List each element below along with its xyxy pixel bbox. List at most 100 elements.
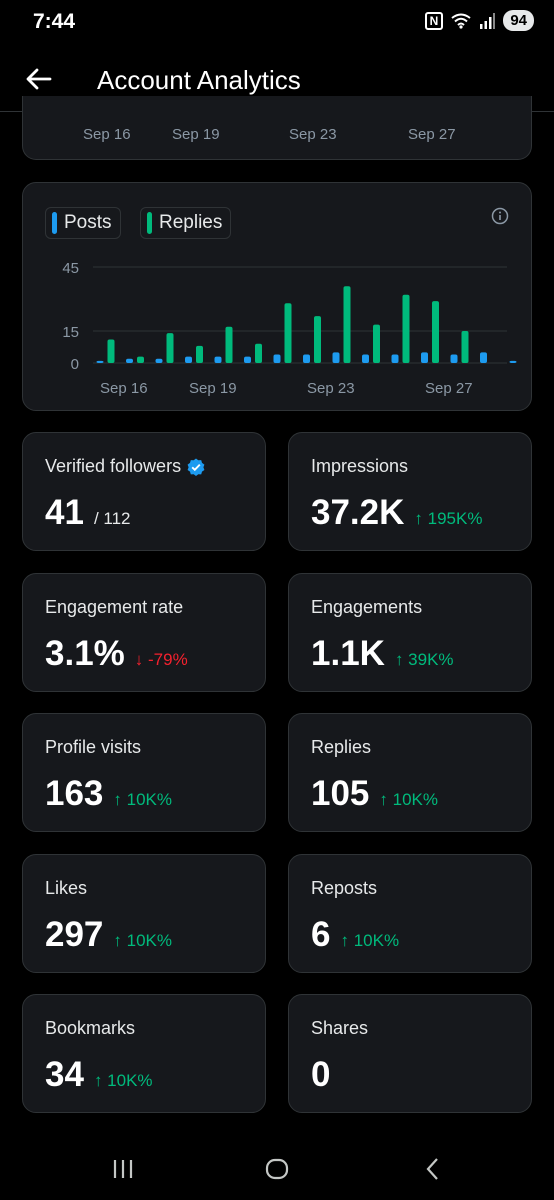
back-nav-icon[interactable] [420, 1156, 446, 1182]
stat-value-row: 6 ↑ 10K% [311, 915, 399, 955]
y-tick-label: 15 [62, 324, 79, 341]
stat-label-text: Engagements [311, 597, 423, 617]
stat-card[interactable]: Replies 105 ↑ 10K% [288, 713, 532, 832]
y-tick-label: 45 [62, 260, 79, 277]
stat-card[interactable]: Reposts 6 ↑ 10K% [288, 854, 532, 973]
page-title: Account Analytics [97, 65, 301, 95]
home-icon[interactable] [264, 1156, 290, 1182]
stat-value: 41 [45, 493, 84, 532]
replies-bar [137, 356, 144, 363]
back-button[interactable] [24, 64, 54, 94]
posts-bar [244, 356, 251, 363]
signal-icon [480, 12, 496, 29]
stat-value-row: 34 ↑ 10K% [45, 1055, 153, 1095]
stat-card[interactable]: Verified followers 41 / 112 [22, 432, 266, 551]
posts-bar [126, 358, 133, 363]
stat-card[interactable]: Likes 297 ↑ 10K% [22, 854, 266, 973]
x-tick-label: Sep 27 [425, 380, 473, 397]
x-tick-label: Sep 19 [189, 380, 237, 397]
stat-label: Likes [45, 878, 87, 899]
x-tick-label: Sep 27 [408, 126, 456, 143]
stat-value: 6 [311, 915, 331, 954]
info-icon[interactable] [491, 207, 509, 225]
stat-value: 297 [45, 915, 104, 954]
x-tick-label: Sep 23 [307, 380, 355, 397]
status-bar: 7:44 N 94 [0, 0, 554, 44]
stat-value-row: 3.1% ↓ -79% [45, 634, 188, 674]
stat-change: ↑ 10K% [113, 790, 172, 809]
posts-bar [185, 356, 192, 363]
replies-bar [314, 316, 321, 363]
battery-indicator: 94 [503, 10, 534, 31]
stat-card[interactable]: Impressions 37.2K ↑ 195K% [288, 432, 532, 551]
posts-bar [155, 358, 163, 363]
stat-value: 105 [311, 774, 370, 813]
stat-value-row: 105 ↑ 10K% [311, 774, 438, 814]
replies-bar [402, 294, 410, 363]
stat-value: 163 [45, 774, 104, 813]
stat-value-row: 297 ↑ 10K% [45, 915, 172, 955]
stat-label: Engagements [311, 597, 422, 618]
stat-label: Impressions [311, 456, 408, 477]
posts-bar [362, 354, 369, 363]
stat-change: ↑ 39K% [394, 650, 454, 669]
stat-value: 0 [311, 1055, 331, 1094]
posts-replies-chart-card: Posts Replies 45 15 0 Sep 16 Sep 19 Sep 23 Sep… [22, 182, 532, 411]
system-nav-bar [0, 1140, 554, 1200]
replies-bar [166, 333, 174, 363]
stat-card[interactable]: Profile visits 163 ↑ 10K% [22, 713, 266, 832]
posts-bar [332, 352, 340, 363]
posts-bar [509, 360, 517, 363]
status-icons: N 94 [424, 10, 534, 31]
x-tick-label: Sep 16 [83, 126, 131, 143]
replies-bar [284, 303, 292, 363]
y-tick-label: 0 [71, 356, 79, 373]
stat-change: ↑ 10K% [113, 931, 172, 950]
posts-bar [391, 354, 399, 363]
stat-total: / 112 [93, 509, 131, 528]
recent-apps-icon[interactable] [110, 1156, 136, 1182]
posts-bar [303, 354, 310, 363]
wifi-icon [451, 13, 471, 29]
stat-value: 3.1% [45, 634, 125, 673]
stat-card[interactable]: Bookmarks 34 ↑ 10K% [22, 994, 266, 1113]
replies-swatch [147, 212, 152, 234]
replies-bar [432, 301, 439, 363]
posts-bar [96, 360, 104, 363]
stat-label-text: Verified followers [45, 456, 182, 476]
posts-bar [421, 352, 428, 363]
stat-card[interactable]: Engagement rate 3.1% ↓ -79% [22, 573, 266, 692]
stat-card[interactable]: Shares 0 [288, 994, 532, 1113]
stat-value-row: 0 [311, 1055, 330, 1095]
stat-label: Profile visits [45, 737, 141, 758]
bar-chart: 45 15 0 Sep 16 Sep 19 Sep 23 Sep 27 [62, 260, 517, 397]
overview-chart-card: Sep 16 Sep 19 Sep 23 Sep 27 [22, 96, 532, 160]
posts-swatch [52, 212, 57, 234]
replies-bar [196, 345, 203, 363]
stat-label-text: Impressions [311, 456, 409, 476]
replies-bar [107, 339, 115, 363]
posts-bar [450, 354, 458, 363]
legend-replies[interactable]: Replies [140, 207, 232, 239]
replies-bar [461, 331, 469, 363]
stat-label: Engagement rate [45, 597, 183, 618]
stat-label-text: Likes [45, 878, 88, 898]
posts-bar [214, 356, 222, 363]
stat-change: ↓ -79% [134, 650, 188, 669]
legend-posts[interactable]: Posts [45, 207, 121, 239]
stat-value: 37.2K [311, 493, 405, 532]
stat-label-text: Reposts [311, 878, 378, 898]
stat-label: Reposts [311, 878, 377, 899]
stat-label: Verified followers [45, 456, 205, 477]
stat-label-text: Engagement rate [45, 597, 184, 617]
stat-value-row: 1.1K ↑ 39K% [311, 634, 454, 674]
stat-label: Replies [311, 737, 371, 758]
stat-card[interactable]: Engagements 1.1K ↑ 39K% [288, 573, 532, 692]
stat-label-text: Shares [311, 1018, 369, 1038]
legend-replies-label: Replies [159, 212, 223, 233]
verified-badge-icon [187, 458, 205, 476]
replies-bar [255, 343, 262, 363]
stat-change: ↑ 10K% [93, 1071, 153, 1090]
replies-bar [373, 324, 380, 363]
stat-label: Shares [311, 1018, 368, 1039]
